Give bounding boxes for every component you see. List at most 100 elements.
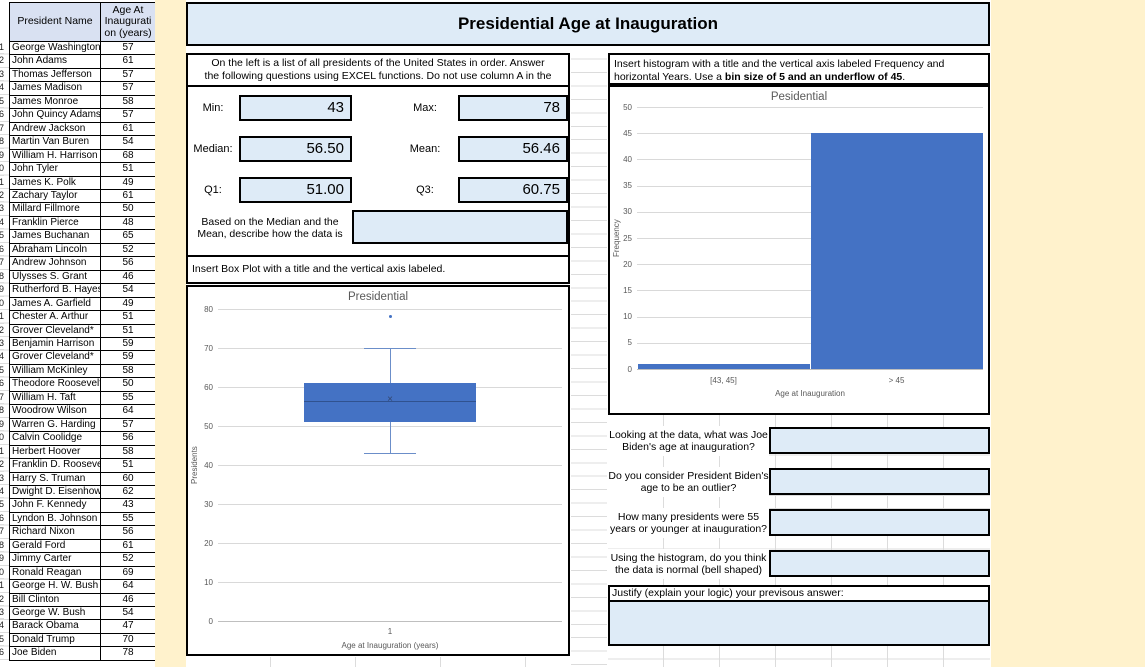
president-name-cell[interactable]: Dwight D. Eisenhower (10, 485, 101, 500)
president-name-cell[interactable]: Gerald Ford (10, 539, 101, 554)
age-cell[interactable]: 49 (101, 176, 156, 190)
age-cell[interactable]: 48 (101, 216, 156, 231)
president-name-cell[interactable]: Lyndon B. Johnson (10, 512, 101, 527)
president-name-cell[interactable]: Warren G. Harding (10, 418, 101, 433)
stat-value-cell[interactable]: 56.46 (458, 136, 568, 162)
president-name-cell[interactable]: Thomas Jefferson (10, 68, 101, 83)
president-name-cell[interactable]: Franklin Pierce (10, 216, 101, 231)
table-row[interactable]: Benjamin Harrison 59 (10, 337, 156, 352)
president-name-cell[interactable]: William H. Harrison (10, 149, 101, 164)
age-cell[interactable]: 50 (101, 203, 156, 217)
table-row[interactable]: Jimmy Carter 52 (10, 553, 156, 567)
age-cell[interactable]: 57 (101, 68, 156, 83)
age-cell[interactable]: 51 (101, 311, 156, 325)
age-cell[interactable]: 47 (101, 620, 156, 634)
age-cell[interactable]: 69 (101, 566, 156, 581)
table-row[interactable]: Bill Clinton 46 (10, 593, 156, 608)
president-name-cell[interactable]: John Quincy Adams (10, 109, 101, 123)
president-name-cell[interactable]: George Washington (10, 42, 101, 56)
age-cell[interactable]: 54 (101, 136, 156, 150)
table-row[interactable]: Grover Cleveland* 51 (10, 324, 156, 338)
table-row[interactable]: George Washington 57 (10, 42, 156, 56)
age-cell[interactable]: 59 (101, 351, 156, 365)
table-row[interactable]: Thomas Jefferson 57 (10, 68, 156, 83)
president-name-cell[interactable]: Franklin D. Roosevelt (10, 459, 101, 473)
table-row[interactable]: William H. Taft 55 (10, 391, 156, 406)
president-name-cell[interactable]: Joe Biden (10, 647, 101, 661)
table-row[interactable]: Grover Cleveland* 59 (10, 351, 156, 365)
table-row[interactable]: James Buchanan 65 (10, 230, 156, 244)
table-row[interactable]: Harry S. Truman 60 (10, 472, 156, 486)
age-cell[interactable]: 61 (101, 122, 156, 137)
table-row[interactable]: Herbert Hoover 58 (10, 445, 156, 460)
age-cell[interactable]: 78 (101, 647, 156, 661)
table-row[interactable]: Martin Van Buren 54 (10, 136, 156, 150)
age-cell[interactable]: 56 (101, 432, 156, 446)
age-cell[interactable]: 57 (101, 82, 156, 96)
table-row[interactable]: William McKinley 58 (10, 364, 156, 379)
age-cell[interactable]: 56 (101, 257, 156, 271)
age-cell[interactable]: 54 (101, 284, 156, 298)
president-name-cell[interactable]: John Adams (10, 55, 101, 69)
age-cell[interactable]: 68 (101, 149, 156, 164)
stat-value-cell[interactable]: 56.50 (239, 136, 352, 162)
president-name-cell[interactable]: Benjamin Harrison (10, 337, 101, 352)
president-name-cell[interactable]: Ronald Reagan (10, 566, 101, 581)
age-cell[interactable]: 50 (101, 378, 156, 392)
answer-cell[interactable] (769, 550, 990, 577)
table-row[interactable]: James Madison 57 (10, 82, 156, 96)
table-row[interactable]: Ronald Reagan 69 (10, 566, 156, 581)
age-cell[interactable]: 58 (101, 364, 156, 379)
answer-cell[interactable] (769, 509, 990, 536)
age-cell[interactable]: 57 (101, 109, 156, 123)
president-name-cell[interactable]: Abraham Lincoln (10, 243, 101, 258)
age-cell[interactable]: 43 (101, 499, 156, 513)
table-row[interactable]: James A. Garfield 49 (10, 297, 156, 312)
table-row[interactable]: George H. W. Bush 64 (10, 580, 156, 594)
describe-answer-cell[interactable] (352, 210, 568, 244)
table-row[interactable]: James Monroe 58 (10, 95, 156, 110)
table-row[interactable]: Woodrow Wilson 64 (10, 405, 156, 419)
table-row[interactable]: John Adams 61 (10, 55, 156, 69)
age-cell[interactable]: 46 (101, 593, 156, 608)
president-name-cell[interactable]: Grover Cleveland* (10, 351, 101, 365)
president-name-cell[interactable]: John F. Kennedy (10, 499, 101, 513)
table-row[interactable]: John Quincy Adams 57 (10, 109, 156, 123)
president-name-cell[interactable]: Zachary Taylor (10, 189, 101, 204)
age-cell[interactable]: 46 (101, 270, 156, 285)
table-row[interactable]: Franklin D. Roosevelt 51 (10, 459, 156, 473)
table-row[interactable]: Warren G. Harding 57 (10, 418, 156, 433)
boxplot-chart[interactable]: Presidential 0 10 20 30 40 50 60 70 80 Presidents A… (186, 285, 570, 656)
president-name-cell[interactable]: Millard Fillmore (10, 203, 101, 217)
president-name-cell[interactable]: Rutherford B. Hayes (10, 284, 101, 298)
table-row[interactable]: Lyndon B. Johnson 55 (10, 512, 156, 527)
age-cell[interactable]: 54 (101, 607, 156, 621)
president-name-cell[interactable]: Theodore Roosevelt (10, 378, 101, 392)
age-cell[interactable]: 51 (101, 459, 156, 473)
answer-cell[interactable] (769, 427, 990, 454)
president-name-cell[interactable]: Woodrow Wilson (10, 405, 101, 419)
age-cell[interactable]: 62 (101, 485, 156, 500)
age-cell[interactable]: 60 (101, 472, 156, 486)
stat-value-cell[interactable]: 43 (239, 95, 352, 121)
president-name-cell[interactable]: Richard Nixon (10, 526, 101, 540)
president-name-cell[interactable]: James A. Garfield (10, 297, 101, 312)
president-name-cell[interactable]: William H. Taft (10, 391, 101, 406)
age-cell[interactable]: 59 (101, 337, 156, 352)
table-row[interactable]: Zachary Taylor 61 (10, 189, 156, 204)
age-cell[interactable]: 51 (101, 163, 156, 177)
stat-value-cell[interactable]: 78 (458, 95, 568, 121)
president-name-cell[interactable]: Donald Trump (10, 633, 101, 648)
age-cell[interactable]: 70 (101, 633, 156, 648)
table-row[interactable]: Millard Fillmore 50 (10, 203, 156, 217)
president-name-cell[interactable]: Calvin Coolidge (10, 432, 101, 446)
table-row[interactable]: Abraham Lincoln 52 (10, 243, 156, 258)
age-cell[interactable]: 51 (101, 324, 156, 338)
president-name-cell[interactable]: George W. Bush (10, 607, 101, 621)
president-name-cell[interactable]: James Monroe (10, 95, 101, 110)
table-row[interactable]: John F. Kennedy 43 (10, 499, 156, 513)
stat-value-cell[interactable]: 60.75 (458, 177, 568, 203)
president-name-cell[interactable]: Barack Obama (10, 620, 101, 634)
table-row[interactable]: Ulysses S. Grant 46 (10, 270, 156, 285)
age-cell[interactable]: 55 (101, 512, 156, 527)
